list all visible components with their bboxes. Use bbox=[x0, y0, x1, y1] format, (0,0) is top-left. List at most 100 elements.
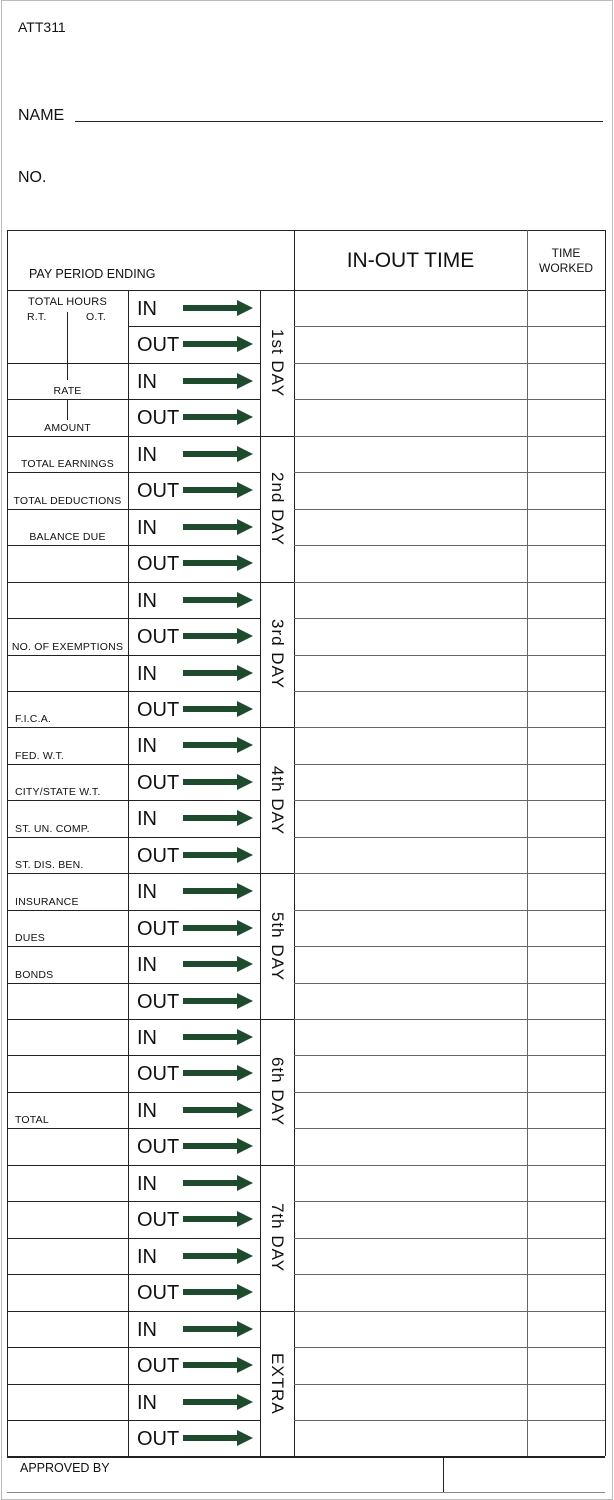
row-line-time thin bbox=[294, 545, 605, 547]
row-line-time thin bbox=[294, 1347, 605, 1349]
row-line-time thin bbox=[294, 618, 605, 620]
row-line-time thin bbox=[294, 508, 605, 510]
punch-label: IN bbox=[137, 1172, 157, 1195]
row-line-left bbox=[7, 618, 128, 620]
row-line-punch bbox=[128, 362, 260, 364]
row-line-punch bbox=[128, 946, 260, 948]
table-bottom-border bbox=[7, 1456, 605, 1459]
right-arrow-icon bbox=[183, 992, 253, 1009]
right-arrow-icon bbox=[183, 737, 253, 754]
punch-label: OUT bbox=[137, 407, 180, 430]
row-line-punch bbox=[128, 618, 260, 620]
right-arrow-icon bbox=[183, 700, 253, 717]
right-arrow-icon bbox=[183, 409, 253, 426]
row-line-left bbox=[7, 1055, 128, 1057]
day-label: 3rd DAY bbox=[260, 582, 294, 728]
row-line-time thin bbox=[294, 1201, 605, 1203]
row-line-time thin bbox=[294, 1164, 605, 1166]
row-line-time thin bbox=[294, 1055, 605, 1057]
row-line-time thin bbox=[294, 909, 605, 911]
right-arrow-icon bbox=[183, 591, 253, 608]
left-label: TOTAL EARNINGS bbox=[20, 458, 115, 471]
row-line-time thin bbox=[294, 581, 605, 583]
right-arrow-icon bbox=[183, 1393, 253, 1410]
right-arrow-icon bbox=[183, 1357, 253, 1374]
left-label: ST. DIS. BEN. bbox=[15, 859, 84, 872]
row-line-punch bbox=[128, 472, 260, 474]
day-label-text: 2nd DAY bbox=[268, 471, 287, 546]
punch-label: OUT bbox=[137, 626, 180, 649]
row-line-left bbox=[7, 472, 128, 474]
left-label: TOTAL bbox=[15, 1114, 49, 1127]
row-line-left bbox=[7, 690, 128, 692]
punch-label: OUT bbox=[137, 1209, 180, 1232]
punch-label: OUT bbox=[137, 1282, 180, 1305]
left-label: RATE bbox=[53, 385, 82, 398]
row-line-punch bbox=[128, 399, 260, 401]
punch-label: OUT bbox=[137, 698, 180, 721]
row-line-left bbox=[7, 1019, 128, 1020]
right-arrow-icon bbox=[183, 1138, 253, 1155]
row-line-time thin bbox=[294, 1091, 605, 1093]
right-arrow-icon bbox=[183, 956, 253, 973]
rt-label: R.T. bbox=[27, 311, 47, 323]
punch-label: IN bbox=[137, 516, 157, 539]
bottom-border bbox=[7, 1492, 605, 1493]
row-line-left bbox=[7, 545, 128, 547]
row-line-time thin bbox=[294, 763, 605, 765]
punch-label: IN bbox=[137, 589, 157, 612]
right-arrow-icon bbox=[183, 300, 253, 316]
row-line-punch bbox=[128, 545, 260, 547]
row-line-left bbox=[7, 1274, 128, 1276]
row-line-punch bbox=[128, 1419, 260, 1421]
row-line-punch bbox=[128, 1347, 260, 1349]
row-line-punch bbox=[128, 654, 260, 656]
punch-label: OUT bbox=[137, 844, 180, 867]
row-line-left bbox=[7, 435, 128, 437]
row-line-time thin bbox=[294, 873, 605, 875]
row-line-left bbox=[7, 399, 128, 401]
punch-label: IN bbox=[137, 443, 157, 466]
row-line-time thin bbox=[294, 1419, 605, 1421]
right-arrow-icon bbox=[183, 846, 253, 863]
left-label: DUES bbox=[15, 932, 45, 945]
punch-label: IN bbox=[137, 298, 157, 320]
row-line-left bbox=[7, 909, 128, 911]
row-line-left bbox=[7, 1310, 128, 1312]
right-arrow-icon bbox=[183, 919, 253, 936]
row-line-time thin bbox=[294, 1310, 605, 1312]
row-line-punch bbox=[128, 326, 260, 328]
right-arrow-icon bbox=[183, 518, 253, 535]
no-label: NO. bbox=[18, 169, 47, 186]
right-arrow-icon bbox=[183, 482, 253, 499]
right-arrow-icon bbox=[183, 773, 253, 790]
left-label: BALANCE DUE bbox=[29, 531, 106, 544]
table-top-border bbox=[7, 230, 605, 231]
day-label: 5th DAY bbox=[260, 873, 294, 1019]
right-arrow-icon bbox=[183, 445, 253, 462]
row-line-time thin bbox=[294, 1019, 605, 1020]
name-label: NAME bbox=[18, 107, 65, 124]
day-label-text: 3rd DAY bbox=[268, 619, 287, 690]
row-line-punch bbox=[128, 508, 260, 510]
approved-by-label: APPROVED BY bbox=[20, 1461, 110, 1475]
left-label: ST. UN. COMP. bbox=[15, 822, 90, 835]
punch-label: IN bbox=[137, 808, 157, 831]
row-line-left bbox=[7, 1091, 128, 1093]
row-line-punch bbox=[128, 1019, 294, 1020]
right-arrow-icon bbox=[183, 1320, 253, 1337]
row-line-punch bbox=[128, 836, 260, 838]
time-worked-line1: TIME bbox=[551, 246, 581, 260]
row-line-punch bbox=[128, 1091, 260, 1093]
left-label: FED. W.T. bbox=[15, 749, 65, 762]
row-line-time thin bbox=[294, 399, 605, 401]
ot-label: O.T. bbox=[86, 311, 107, 323]
row-line-left bbox=[7, 1164, 128, 1166]
time-worked-header: TIME WORKED bbox=[527, 246, 605, 276]
row-line-time thin bbox=[294, 1128, 605, 1130]
left-label: INSURANCE bbox=[15, 895, 79, 908]
row-line-left bbox=[7, 836, 128, 838]
row-line-left bbox=[7, 727, 128, 729]
name-field[interactable] bbox=[75, 121, 603, 122]
left-label: BONDS bbox=[15, 968, 54, 981]
